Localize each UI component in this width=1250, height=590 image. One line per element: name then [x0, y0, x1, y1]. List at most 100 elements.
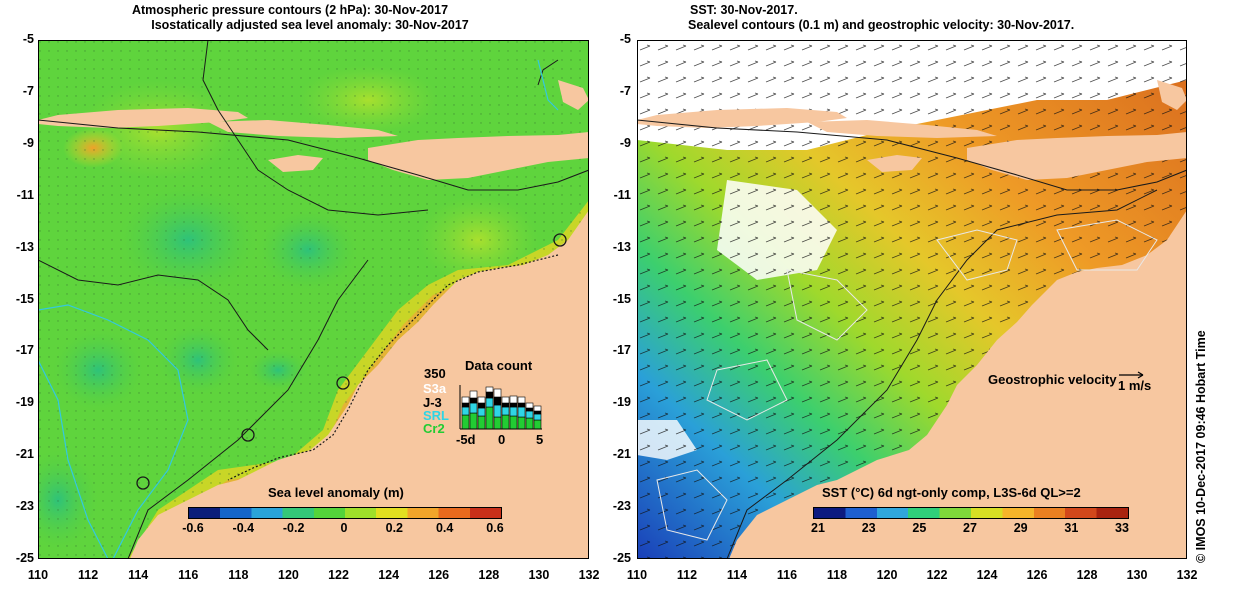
- lon-tick-label: 116: [776, 568, 798, 582]
- lon-tick-label: 122: [926, 568, 948, 582]
- lon-tick-label: 124: [976, 568, 998, 582]
- mission-s3a: S3a: [423, 381, 447, 396]
- lat-tick-label: -13: [612, 239, 631, 254]
- lat-tick-label: -11: [16, 187, 34, 202]
- data-count-inset: Data count 350 S3a J-3 SRL Cr2 -5d 0 5: [420, 356, 550, 447]
- lon-tick-label: 128: [478, 568, 500, 582]
- velocity-legend-label: Geostrophic velocity: [988, 372, 1117, 387]
- data-count-bar-segment: [501, 414, 510, 430]
- data-count-xlabel-end: 5: [536, 432, 544, 447]
- lat-tick-label: -7: [619, 83, 631, 98]
- data-count-bar-segment: [461, 406, 470, 416]
- data-count-bar-segment: [525, 407, 534, 412]
- data-count-bar-segment: [517, 396, 526, 404]
- sla-colorbar-tick: -0.4: [232, 521, 255, 535]
- lon-tick-label: 128: [1076, 568, 1098, 582]
- sst-map-svg: [637, 40, 1187, 559]
- lat-tick-label: -19: [15, 395, 34, 410]
- lon-tick-label: 112: [676, 568, 698, 582]
- lon-tick-label: 126: [1026, 568, 1048, 582]
- lat-tick-label: -23: [612, 499, 631, 514]
- data-count-title: Data count: [465, 358, 533, 373]
- lat-tick-label: -17: [612, 343, 631, 358]
- lon-tick-label: 132: [578, 568, 600, 582]
- australia-landmass: [130, 210, 589, 559]
- sst-colorbar-tick: 21: [811, 521, 825, 535]
- lat-tick-label: -15: [15, 291, 34, 306]
- data-count-bar-segment: [485, 406, 494, 430]
- data-count-bar-segment: [517, 402, 526, 408]
- lat-tick-label: -7: [22, 83, 34, 98]
- right-title-line1: SST: 30-Nov-2017.: [690, 3, 798, 17]
- mission-j3: J-3: [423, 395, 442, 410]
- lat-tick-label: -5: [619, 32, 631, 46]
- velocity-scale-arrow-icon: [1119, 371, 1144, 379]
- lon-tick-label: 118: [826, 568, 848, 582]
- data-count-bar-segment: [477, 402, 486, 409]
- sla-map-svg: [38, 40, 589, 559]
- lon-tick-label: 132: [1176, 568, 1198, 582]
- data-count-bar-segment: [461, 396, 470, 404]
- data-count-bar-segment: [517, 416, 526, 430]
- tide-gauge-3: [241, 428, 255, 442]
- data-count-bars: [459, 385, 542, 430]
- data-count-bar-segment: [493, 388, 502, 398]
- lon-tick-label: 120: [278, 568, 299, 582]
- lon-tick-label: 110: [27, 568, 49, 582]
- mission-srl: SRL: [423, 408, 449, 423]
- data-count-bar-segment: [469, 402, 478, 414]
- sst-colorbar-tick: 31: [1064, 521, 1079, 535]
- lon-tick-label: 130: [1126, 568, 1148, 582]
- data-count-bar-segment: [469, 412, 478, 430]
- data-count-bar-segment: [493, 396, 502, 406]
- lat-tick-label: -9: [22, 135, 34, 150]
- data-count-bar-segment: [509, 415, 518, 430]
- data-count-bar-segment: [461, 402, 470, 408]
- lat-tick-label: -23: [15, 499, 34, 514]
- data-count-bar-segment: [509, 395, 518, 404]
- data-count-bar-segment: [525, 402, 534, 409]
- sst-colorbar-tick: 29: [1013, 521, 1028, 535]
- data-count-xlabel-start: -5d: [456, 432, 476, 447]
- lat-tick-label: -15: [612, 291, 631, 306]
- data-count-bar-segment: [533, 410, 542, 415]
- lat-tick-label: -21: [612, 447, 631, 462]
- data-count-bar-segment: [509, 402, 518, 408]
- sla-map: [38, 40, 589, 559]
- tide-gauge-1: [553, 233, 567, 247]
- lat-tick-label: -9: [619, 135, 631, 150]
- data-count-bar-segment: [469, 390, 478, 399]
- data-count-bar-segment: [493, 416, 502, 430]
- sla-colorbar-tick: 0.6: [486, 521, 504, 535]
- lat-tick-label: -19: [612, 395, 631, 410]
- data-count-bar-segment: [533, 405, 542, 412]
- data-count-bar-segment: [493, 404, 502, 418]
- lat-tick-label: -13: [15, 239, 34, 254]
- lon-tick-label: 116: [178, 568, 199, 582]
- velocity-scale-label: 1 m/s: [1118, 378, 1152, 393]
- right-title-line2: Sealevel contours (0.1 m) and geostrophi…: [688, 18, 1075, 32]
- lon-tick-label: 114: [726, 568, 748, 582]
- lon-tick-label: 120: [876, 568, 898, 582]
- data-count-bar-segment: [485, 391, 494, 399]
- sla-colorbar: [188, 507, 502, 519]
- lon-tick-label: 126: [428, 568, 450, 582]
- data-count-max: 350: [424, 366, 446, 381]
- data-count-bar-segment: [533, 419, 542, 430]
- data-count-bar-segment: [501, 402, 510, 408]
- sst-colorbar-tick: 27: [963, 521, 977, 535]
- sst-colorbar-label: SST (°C) 6d ngt-only comp, L3S-6d QL>=2: [822, 485, 1081, 500]
- data-count-bar-segment: [485, 397, 494, 408]
- data-count-bar-segment: [509, 406, 518, 417]
- sst-colorbar-tick: 25: [912, 521, 927, 535]
- data-count-bar-segment: [477, 396, 486, 404]
- data-count-bar-segment: [501, 406, 510, 416]
- left-title-line1: Atmospheric pressure contours (2 hPa): 3…: [131, 3, 449, 17]
- lon-tick-label: 112: [77, 568, 99, 582]
- tide-gauge-4: [136, 476, 150, 490]
- data-count-bar-segment: [533, 413, 542, 421]
- lat-tick-label: -21: [15, 447, 34, 462]
- lon-tick-label: 110: [626, 568, 648, 582]
- sst-colorbar-tick: 23: [861, 521, 876, 535]
- sst-colorbar: [813, 507, 1129, 519]
